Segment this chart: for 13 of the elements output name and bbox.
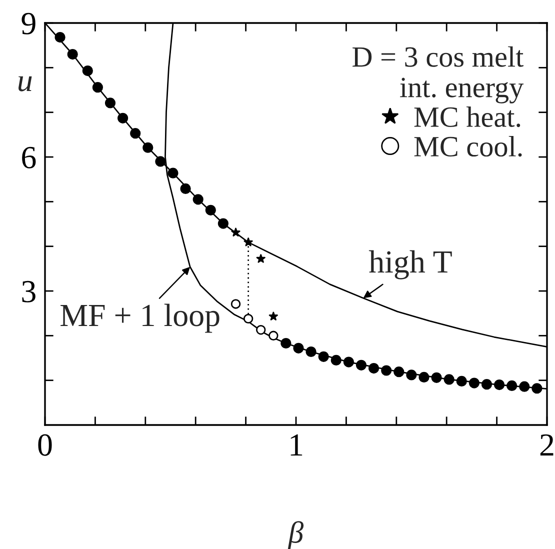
y-tick-label: 6 <box>22 146 36 168</box>
annotation: high T <box>368 250 452 280</box>
y-tick-label: 9 <box>22 12 36 34</box>
legend-title: D = 3 cos melt int. energy <box>352 46 524 104</box>
x-tick-label: 0 <box>38 434 52 456</box>
annotation: MF + 1 loop <box>60 304 220 333</box>
x-axis-title: β <box>288 521 304 549</box>
legend-label: MC heat. <box>414 106 520 128</box>
y-tick-label: 3 <box>22 280 36 302</box>
legend-label: MC cool. <box>414 136 522 157</box>
x-tick-label: 1 <box>290 434 302 456</box>
y-axis-title: u <box>18 76 32 92</box>
x-tick-label: 2 <box>540 434 554 456</box>
